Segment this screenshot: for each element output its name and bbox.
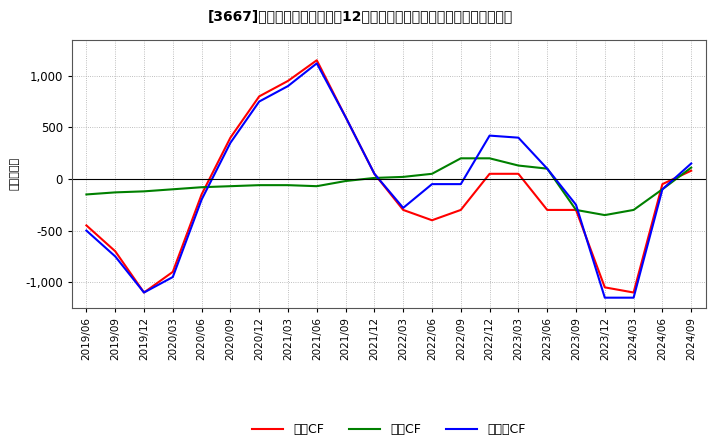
投資CF	[82, 192, 91, 197]
Text: [3667]　キャッシュフローの12か月移動合計の対前年同期増減額の推移: [3667] キャッシュフローの12か月移動合計の対前年同期増減額の推移	[207, 9, 513, 23]
フリーCF	[399, 205, 408, 210]
フリーCF	[600, 295, 609, 301]
フリーCF	[485, 133, 494, 138]
投資CF	[284, 183, 292, 188]
フリーCF	[140, 290, 148, 295]
フリーCF	[456, 181, 465, 187]
投資CF	[370, 175, 379, 180]
営業CF	[341, 114, 350, 120]
フリーCF	[111, 254, 120, 259]
営業CF	[168, 269, 177, 275]
営業CF	[687, 168, 696, 173]
営業CF	[456, 207, 465, 213]
投資CF	[197, 185, 206, 190]
営業CF	[197, 192, 206, 197]
Line: フリーCF: フリーCF	[86, 63, 691, 298]
営業CF	[140, 290, 148, 295]
投資CF	[658, 187, 667, 192]
Y-axis label: （百万円）: （百万円）	[9, 157, 19, 191]
営業CF	[600, 285, 609, 290]
営業CF	[284, 78, 292, 84]
フリーCF	[370, 171, 379, 176]
フリーCF	[82, 228, 91, 233]
フリーCF	[226, 140, 235, 146]
営業CF	[629, 290, 638, 295]
Legend: 営業CF, 投資CF, フリーCF: 営業CF, 投資CF, フリーCF	[247, 418, 531, 440]
フリーCF	[168, 275, 177, 280]
営業CF	[428, 218, 436, 223]
投資CF	[543, 166, 552, 171]
フリーCF	[197, 197, 206, 202]
フリーCF	[658, 187, 667, 192]
フリーCF	[543, 166, 552, 171]
投資CF	[226, 183, 235, 189]
フリーCF	[687, 161, 696, 166]
投資CF	[341, 178, 350, 183]
営業CF	[399, 207, 408, 213]
フリーCF	[341, 114, 350, 120]
投資CF	[111, 190, 120, 195]
投資CF	[399, 174, 408, 180]
投資CF	[255, 183, 264, 188]
投資CF	[572, 207, 580, 213]
投資CF	[428, 171, 436, 176]
営業CF	[82, 223, 91, 228]
フリーCF	[312, 61, 321, 66]
投資CF	[456, 156, 465, 161]
投資CF	[687, 165, 696, 170]
投資CF	[168, 187, 177, 192]
投資CF	[485, 156, 494, 161]
営業CF	[485, 171, 494, 176]
営業CF	[543, 207, 552, 213]
営業CF	[658, 181, 667, 187]
フリーCF	[284, 84, 292, 89]
フリーCF	[629, 295, 638, 301]
投資CF	[312, 183, 321, 189]
営業CF	[226, 135, 235, 140]
営業CF	[312, 58, 321, 63]
フリーCF	[428, 181, 436, 187]
投資CF	[140, 189, 148, 194]
営業CF	[514, 171, 523, 176]
Line: 営業CF: 営業CF	[86, 60, 691, 293]
フリーCF	[255, 99, 264, 104]
Line: 投資CF: 投資CF	[86, 158, 691, 215]
投資CF	[600, 213, 609, 218]
営業CF	[255, 94, 264, 99]
投資CF	[514, 163, 523, 168]
投資CF	[629, 207, 638, 213]
営業CF	[111, 249, 120, 254]
フリーCF	[514, 135, 523, 140]
営業CF	[572, 207, 580, 213]
フリーCF	[572, 202, 580, 207]
営業CF	[370, 171, 379, 176]
